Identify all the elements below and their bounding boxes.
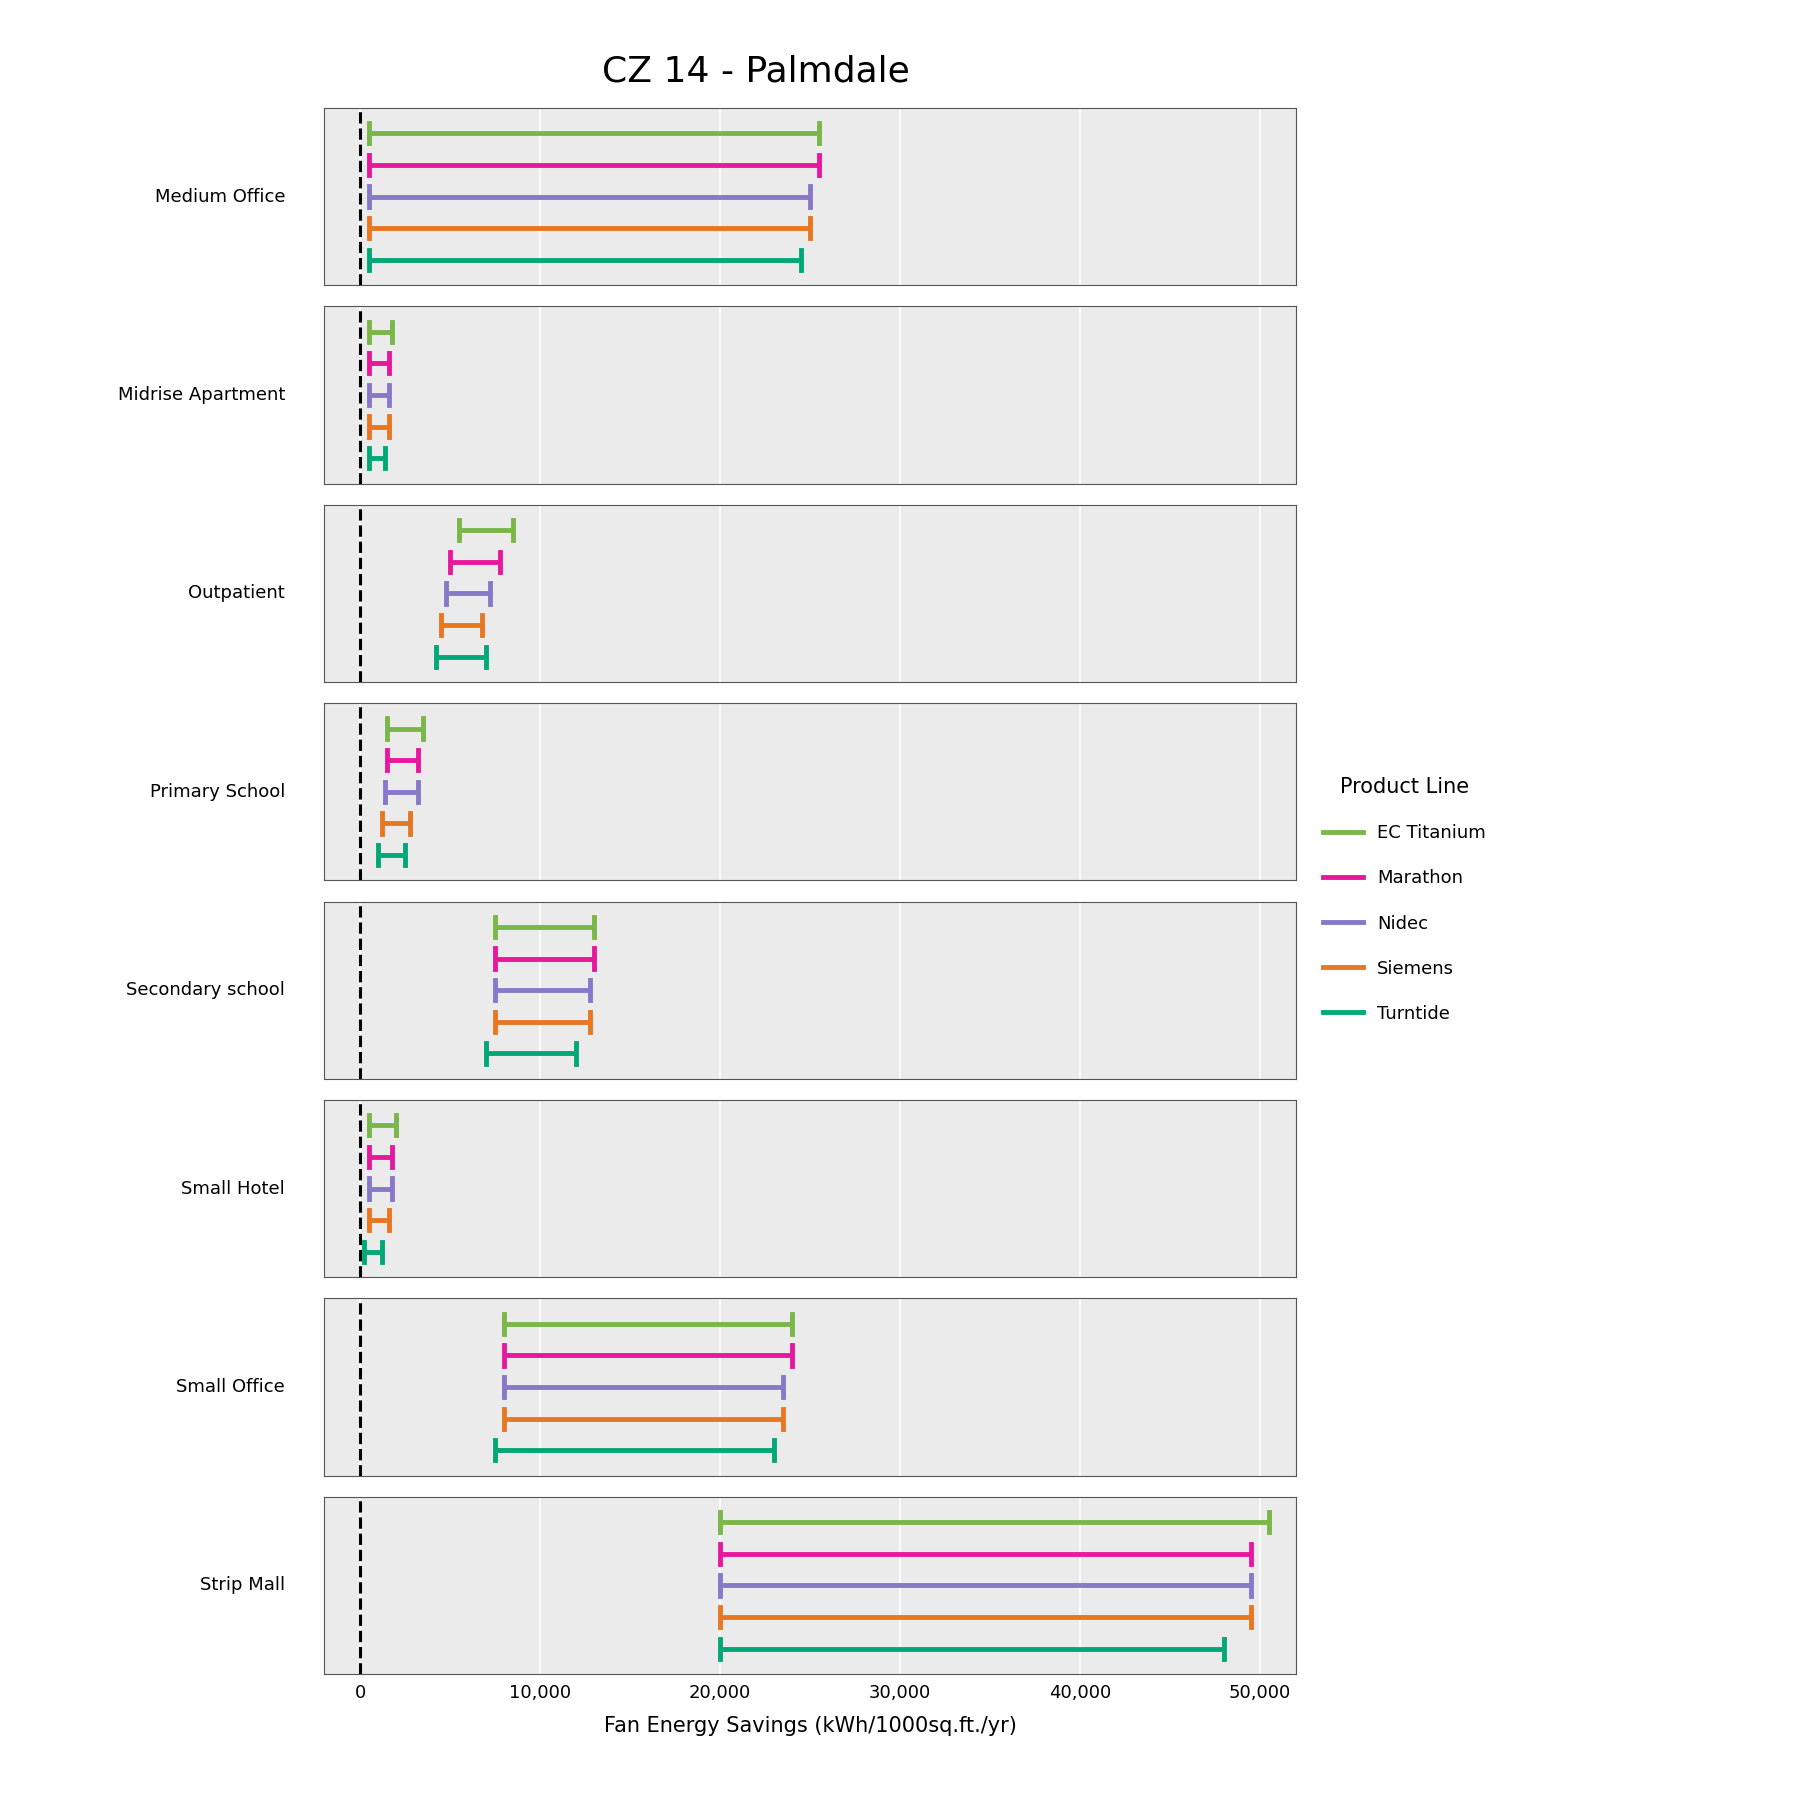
X-axis label: Fan Energy Savings (kWh/1000sq.ft./yr): Fan Energy Savings (kWh/1000sq.ft./yr): [603, 1715, 1017, 1735]
Y-axis label: Primary School: Primary School: [149, 783, 284, 801]
Y-axis label: Medium Office: Medium Office: [155, 187, 284, 205]
Y-axis label: Outpatient: Outpatient: [189, 585, 284, 603]
Y-axis label: Small Hotel: Small Hotel: [182, 1179, 284, 1197]
Y-axis label: Midrise Apartment: Midrise Apartment: [117, 385, 284, 403]
Y-axis label: Secondary school: Secondary school: [126, 981, 284, 999]
Y-axis label: Strip Mall: Strip Mall: [200, 1577, 284, 1595]
Legend: EC Titanium, Marathon, Nidec, Siemens, Turntide: EC Titanium, Marathon, Nidec, Siemens, T…: [1323, 778, 1487, 1022]
Text: CZ 14 - Palmdale: CZ 14 - Palmdale: [603, 54, 909, 88]
Y-axis label: Small Office: Small Office: [176, 1379, 284, 1397]
